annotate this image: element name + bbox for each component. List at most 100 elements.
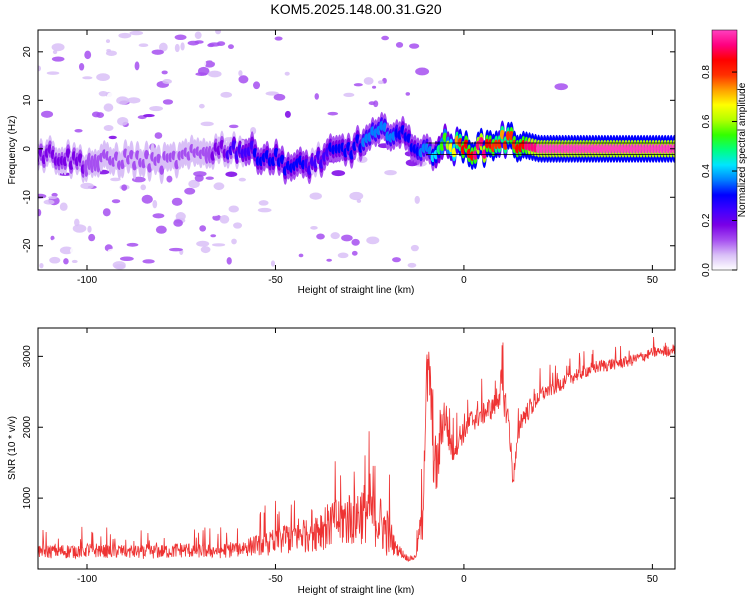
spectrogram-noise-blob [270,260,276,267]
y-tick-label: 2000 [22,416,33,439]
x-tick-label: -50 [268,574,283,585]
spectrogram-noise-blob [204,60,216,68]
spectrogram-noise-blob [242,221,249,230]
snr-series-line [38,336,675,562]
spectrogram-noise-blob [378,46,386,53]
colorbar-tick-label: 0.8 [701,65,712,79]
spectrogram-noise-blob [117,58,126,67]
spectrogram-noise-blob [180,42,185,51]
y-tick-label: -10 [22,190,33,205]
spectrogram-noise-blob [414,195,420,204]
y-tick-label: 10 [22,94,33,106]
spectrogram-noise-blob [38,209,42,217]
spectrogram-noise-blob [337,252,349,259]
spectrogram-noise-blob [330,232,340,240]
spectrogram-noise-blob [174,34,187,41]
spectrogram-noise-blob [106,92,116,101]
spectrogram-noise-blob [63,258,69,265]
spectrogram-noise-blob [329,192,335,199]
snr-x-axis-label: Height of straight line (km) [298,585,415,596]
spectrogram-noise-blob [171,197,183,206]
colorbar-tick-label: 0.0 [701,263,712,277]
colorbar-tick-label: 0.2 [701,213,712,227]
spectrogram-noise-blob [405,92,411,96]
spectrogram-noise-blob [226,257,232,265]
spectrogram-noise-blob [274,36,283,41]
spectrogram-noise-blob [228,124,239,129]
spectrogram-noise-blob [51,43,65,52]
spectrogram-noise-blob [59,202,68,211]
spectrogram-noise-blob [265,91,279,96]
spectrogram-noise-blob [114,263,126,270]
spectrogram-noise-blob [51,56,65,62]
spectrogram-noise-blob [168,247,183,252]
colorbar-scale [711,29,738,271]
spectrogram-noise-blob [158,42,168,52]
spectrogram-noise-blob [144,234,152,244]
spectrogram-noise-blob [351,238,360,246]
spectrogram-noise-blob [49,224,55,231]
spectrogram-noise-blob [149,105,164,112]
spectrogram-noise-blob [231,238,237,245]
spectrogram-noise-blob [162,99,174,105]
spectrogram-noise-blob [238,70,243,77]
spectrogram-noise-blob [201,60,207,67]
spectrogram-noise-blob [298,253,304,258]
spectrogram-noise-blob [222,228,231,237]
spectrogram-x-axis-label: Height of straight line (km) [298,285,415,296]
spectrogram-noise-blob [38,193,47,199]
spectrogram-noise-blob [96,112,105,118]
spectrogram-noise-blob [258,200,269,206]
spectrogram-noise-blob [59,246,74,255]
snr-x-ticks: -100 -50 0 50 [77,328,658,585]
spectrogram-noise-blob [343,92,355,98]
spectrogram-x-ticks: -100 -50 0 50 [77,30,658,286]
spectrogram-noise-blob [316,233,325,240]
spectrogram-noise-blob [103,124,114,131]
spectrogram-noise-blob [138,43,149,48]
spectrogram-noise-blob [78,62,85,71]
x-tick-label: 50 [647,275,659,286]
spectrogram-noise-blob [326,258,332,262]
spectrogram-noise-blob [187,40,200,46]
spectrogram-ridge-cell [156,153,162,164]
spectrogram-noise-blob [48,195,58,200]
spectrogram-noise-blob [384,169,397,176]
spectrogram-noise-blob [70,246,79,255]
spectrogram-noise-blob [152,200,158,209]
spectrogram-noise-blob [108,135,117,140]
snr-y-axis-label: SNR (10 * v/v) [7,416,18,480]
spectrogram-noise-blob [129,30,144,36]
spectrogram-noise-blob [208,42,221,47]
y-tick-label: 0 [22,146,33,152]
spectrogram-noise-blob [196,240,210,247]
spectrogram-noise-blob [241,31,254,37]
spectrogram-noise-blob [351,250,358,256]
spectrogram-noise-blob [194,174,204,182]
spectrogram-noise-blob [102,208,111,217]
colorbar-tick-label: 0.4 [701,164,712,178]
spectrogram-noise-blob [194,31,202,40]
spectrogram-noise-blob [341,234,353,242]
spectrogram-noise-blob [72,224,87,233]
spectrogram-noise-blob [55,33,67,40]
spectrogram-noise-blob [105,50,117,56]
spectrogram-noise-blob [121,184,128,191]
spectrogram-noise-blob [377,80,384,85]
spectrogram-ridge-cell [65,148,71,158]
spectrogram-noise-blob [282,82,296,92]
spectrogram-noise-blob [162,79,172,84]
spectrogram-y-axis-label: Frequency (Hz) [7,116,18,185]
spectrogram-noise-blob [410,244,419,252]
spectrogram-noise-blob [205,176,214,180]
spectrogram-noise-blob [349,191,364,201]
spectrogram-noise-blob [227,44,234,50]
spectrogram-noise-blob [238,75,249,84]
spectrogram-noise-blob [407,262,417,268]
spectrogram-noise-blob [98,90,108,97]
spectrogram-noise-blob [140,184,147,191]
spectrogram-noise-blob [177,262,191,270]
spectrogram-noise-blob [353,83,363,87]
spectrogram-noise-blob [143,114,155,118]
spectrogram-noise-blob [142,259,155,264]
